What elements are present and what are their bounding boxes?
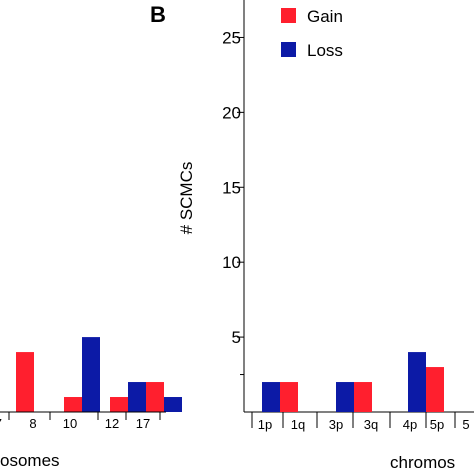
panel-a-x-tick-17: 17 bbox=[136, 416, 150, 431]
bar-gain-12 bbox=[110, 397, 128, 412]
panel-b-x-axis-label: chromos bbox=[390, 453, 455, 472]
panel-a-x-tick-8: 8 bbox=[29, 416, 36, 431]
panel-b-y-tick-15: 15 bbox=[222, 178, 241, 197]
bar-loss-3p bbox=[336, 382, 354, 412]
panel-b-y-tick-25: 25 bbox=[222, 28, 241, 47]
bar-gain-8 bbox=[16, 352, 34, 412]
panel-b-x-tick-1p: 1p bbox=[258, 417, 272, 432]
panel-b-y-tick-10: 10 bbox=[222, 253, 241, 272]
panel-b-y-axis-label: # SCMCs bbox=[177, 162, 196, 235]
panel-a-x-tick-12: 12 bbox=[105, 416, 119, 431]
bar-gain-3q bbox=[354, 382, 372, 412]
bar-loss-1p bbox=[262, 382, 280, 412]
panel-b-x-tick-5: 5 bbox=[462, 417, 469, 432]
legend-loss-swatch bbox=[281, 42, 296, 57]
panel-b-label: B bbox=[150, 2, 166, 27]
bar-loss-10 bbox=[82, 337, 100, 412]
panel-a-x-tick-7: 7 bbox=[0, 416, 2, 431]
legend-loss-label: Loss bbox=[307, 41, 343, 60]
bar-loss-12 bbox=[128, 382, 146, 412]
bar-gain-10 bbox=[64, 397, 82, 412]
bar-loss-4p bbox=[408, 352, 426, 412]
panel-b-x-tick-3q: 3q bbox=[364, 417, 378, 432]
panel-b-y-tick-5: 5 bbox=[232, 328, 241, 347]
bar-gain-5p bbox=[426, 367, 444, 412]
legend-gain-label: Gain bbox=[307, 7, 343, 26]
panel-b-x-tick-4p: 4p bbox=[403, 417, 417, 432]
panel-a-x-tick-10: 10 bbox=[63, 416, 77, 431]
panel-a-x-axis-label: osomes bbox=[0, 451, 60, 470]
bar-gain-17 bbox=[146, 382, 164, 412]
panel-b-y-tick-20: 20 bbox=[222, 103, 241, 122]
bar-gain-1q bbox=[280, 382, 298, 412]
panel-b-x-tick-3p: 3p bbox=[329, 417, 343, 432]
bar-loss-17 bbox=[164, 397, 182, 412]
panel-b-x-tick-5p: 5p bbox=[430, 417, 444, 432]
panel-b-x-tick-1q: 1q bbox=[291, 417, 305, 432]
legend-gain-swatch bbox=[281, 8, 296, 23]
